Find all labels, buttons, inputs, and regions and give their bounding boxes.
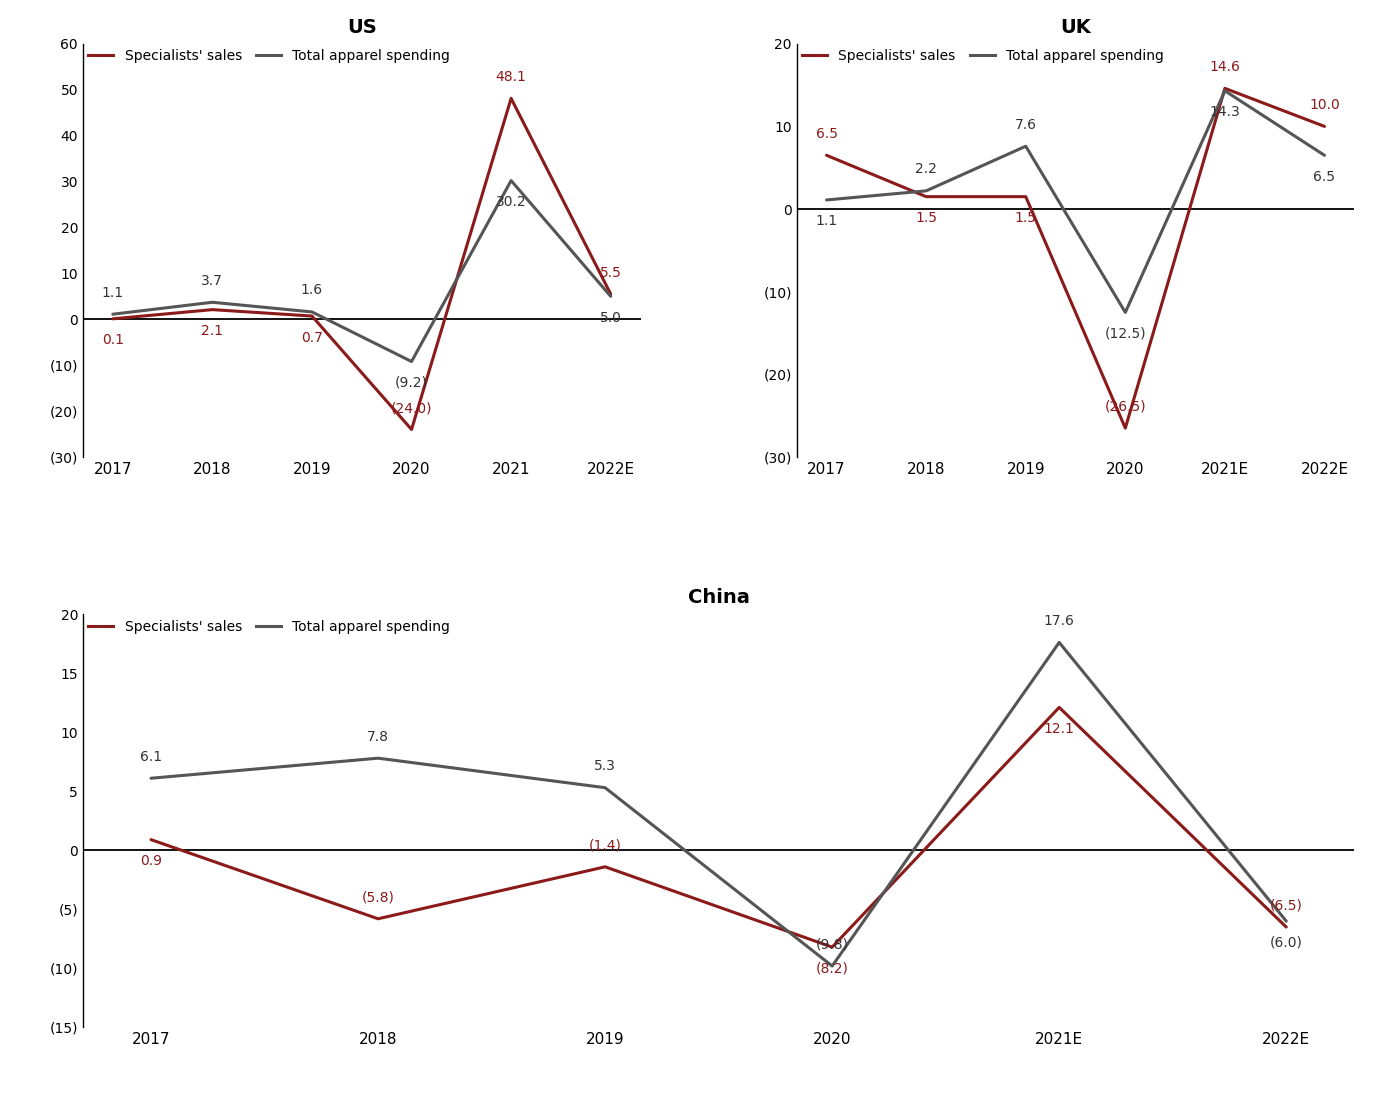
Text: 6.5: 6.5 [1313,169,1335,184]
Text: 17.6: 17.6 [1043,614,1075,628]
Text: 1.1: 1.1 [102,285,124,299]
Text: 2.1: 2.1 [202,325,224,338]
Title: UK: UK [1060,17,1090,36]
Text: (1.4): (1.4) [589,838,622,853]
Text: 6.1: 6.1 [140,750,162,764]
Text: (6.5): (6.5) [1270,898,1303,913]
Text: 0.9: 0.9 [140,854,162,868]
Text: 1.1: 1.1 [815,214,837,228]
Text: 48.1: 48.1 [496,70,527,84]
Text: 10.0: 10.0 [1309,98,1341,111]
Text: (24.0): (24.0) [391,401,433,415]
Text: 2.2: 2.2 [915,163,937,176]
Text: 30.2: 30.2 [496,195,527,209]
Text: (12.5): (12.5) [1104,327,1146,341]
Text: 12.1: 12.1 [1043,721,1075,736]
Text: 6.5: 6.5 [815,127,837,141]
Text: 1.5: 1.5 [1014,211,1036,225]
Legend: Specialists' sales, Total apparel spending: Specialists' sales, Total apparel spendi… [83,614,455,639]
Text: 1.6: 1.6 [301,283,323,297]
Text: 7.8: 7.8 [368,730,390,743]
Title: China: China [688,588,749,607]
Text: 5.0: 5.0 [600,310,622,325]
Text: (9.2): (9.2) [395,376,428,390]
Text: 0.7: 0.7 [301,330,323,344]
Text: (6.0): (6.0) [1270,936,1303,950]
Text: 14.3: 14.3 [1209,105,1240,119]
Text: 14.6: 14.6 [1209,60,1240,74]
Legend: Specialists' sales, Total apparel spending: Specialists' sales, Total apparel spendi… [796,44,1169,69]
Text: (9.8): (9.8) [815,938,849,952]
Text: 5.5: 5.5 [600,266,622,280]
Text: 7.6: 7.6 [1014,118,1036,132]
Text: 1.5: 1.5 [915,211,937,225]
Text: 3.7: 3.7 [202,274,224,287]
Text: (26.5): (26.5) [1104,400,1146,413]
Text: (5.8): (5.8) [362,891,394,904]
Text: 0.1: 0.1 [102,333,124,348]
Legend: Specialists' sales, Total apparel spending: Specialists' sales, Total apparel spendi… [83,44,455,69]
Text: (8.2): (8.2) [815,962,849,976]
Text: 5.3: 5.3 [594,760,616,773]
Title: US: US [347,17,377,36]
